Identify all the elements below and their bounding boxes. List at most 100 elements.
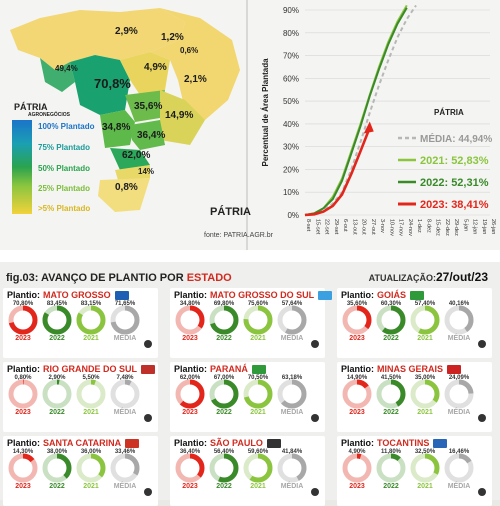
donut-year-label: 2023 <box>182 335 198 342</box>
donut-value: 60,30% <box>380 301 402 307</box>
plantio-label: Plantio: <box>174 290 207 300</box>
donut-fill <box>243 379 273 409</box>
donut-fill <box>243 305 273 335</box>
map-region-mato-grosso <box>70 55 130 115</box>
donut-track <box>8 379 38 409</box>
donut-year-label: 2021 <box>83 335 99 342</box>
state-name: MATO GROSSO DO SUL <box>210 290 315 300</box>
donut-value: 36,00% <box>80 449 102 455</box>
donut-2021 <box>243 305 273 335</box>
x-tick-label: 12-jan <box>472 219 478 234</box>
x-tick-label: 17-nov <box>398 219 404 236</box>
state-card: Plantio: MATO GROSSO DO SUL 34,80% 2023 69,8… <box>170 288 333 358</box>
state-flag-icon <box>251 365 266 375</box>
brand-mini-icon <box>478 414 486 422</box>
donut-2022 <box>376 453 406 483</box>
legend-label: 2023: 38,41% <box>420 199 489 211</box>
update-prefix: ATUALIZAÇÃO: <box>368 273 436 283</box>
y-tick-label: 10% <box>283 188 299 197</box>
donut-2023 <box>342 305 372 335</box>
donut-value: 70,50% <box>247 375 269 381</box>
donut-média <box>110 305 140 335</box>
map-label-sp: 36,4% <box>137 130 166 141</box>
legend-item-75: 75% Plantado <box>38 143 91 152</box>
donut-year-label: 2023 <box>349 483 365 490</box>
brand-mini-icon <box>311 340 319 348</box>
series-line-media <box>304 4 417 216</box>
x-tick-label: 8-dez <box>425 219 431 233</box>
state-name: TOCANTINS <box>377 438 430 448</box>
donut-year-label: MÉDIA <box>113 409 137 416</box>
x-tick-label: 19-jan <box>481 219 487 234</box>
donut-2022 <box>209 379 239 409</box>
state-name: MINAS GERAIS <box>377 364 444 374</box>
map-region-rs <box>98 178 150 212</box>
donut-year-label: 2022 <box>216 483 232 490</box>
donut-2022 <box>42 379 72 409</box>
donut-fill <box>376 305 406 335</box>
donut-média <box>277 305 307 335</box>
donut-fill <box>209 305 239 335</box>
donut-2023 <box>8 453 38 483</box>
map-label-ba: 2,1% <box>184 74 207 85</box>
donut-year-label: 2021 <box>417 483 433 490</box>
donut-year-label: 2022 <box>216 335 232 342</box>
x-tick-label: 15-dez <box>435 219 441 236</box>
state-card: Plantio: PARANÁ 62,00% 2023 67,00% 2022 70,50%… <box>170 362 325 432</box>
state-flag-icon <box>433 439 448 449</box>
donut-year-label: MÉDIA <box>113 483 137 490</box>
state-card-title: Plantio: SÃO PAULO <box>174 438 281 449</box>
donut-fill <box>444 453 474 483</box>
arrow-2023-icon <box>363 121 374 134</box>
x-tick-label: 13-out <box>351 219 357 235</box>
donut-2023 <box>175 453 205 483</box>
donut-value: 41,84% <box>281 449 303 455</box>
y-tick-label: 30% <box>283 143 299 152</box>
donut-value: 83,15% <box>80 301 102 307</box>
state-card-title: Plantio: SANTA CATARINA <box>7 438 140 449</box>
state-name: MATO GROSSO <box>43 290 111 300</box>
donut-fill <box>175 379 205 409</box>
map-label-ms: 34,8% <box>102 122 131 133</box>
state-card-title: Plantio: RIO GRANDE DO SUL <box>7 364 156 375</box>
state-card-title: Plantio: MINAS GERAIS <box>341 364 462 375</box>
state-name: RIO GRANDE DO SUL <box>43 364 138 374</box>
donut-value: 38,00% <box>46 449 68 455</box>
map-label-pa: 1,2% <box>161 32 184 43</box>
donut-fill <box>110 453 140 483</box>
donut-year-label: 2021 <box>250 335 266 342</box>
map-label-mg: 14,9% <box>165 110 194 121</box>
donut-year-label: 2022 <box>49 483 65 490</box>
donut-track <box>342 453 372 483</box>
legend-item-5: >5% Plantado <box>38 204 91 213</box>
donut-fill <box>243 453 273 483</box>
figure-main: AVANÇO DE PLANTIO POR <box>41 272 187 284</box>
state-card-title: Plantio: TOCANTINS <box>341 438 448 449</box>
donut-year-label: 2023 <box>182 409 198 416</box>
x-tick-label: 8-set <box>305 219 311 232</box>
x-tick-label: 29-set <box>333 219 339 235</box>
donut-2022 <box>376 379 406 409</box>
donut-fill <box>110 305 140 335</box>
plantio-label: Plantio: <box>174 364 207 374</box>
donut-fill <box>444 305 474 335</box>
donut-value: 57,40% <box>414 301 436 307</box>
y-tick-label: 60% <box>283 74 299 83</box>
donut-2021 <box>76 305 106 335</box>
donut-fill <box>76 379 106 409</box>
donut-fill <box>76 453 106 483</box>
legend-item-100: 100% Plantado <box>38 122 95 131</box>
x-tick-label: 15-set <box>314 219 320 235</box>
map-region-minas <box>160 90 205 145</box>
donut-value: 36,40% <box>179 449 201 455</box>
map-label-am: 2,9% <box>115 26 138 37</box>
brand-sub: AGRONEGÓCIOS <box>28 112 70 118</box>
state-card: Plantio: SANTA CATARINA 14,30% 2023 38,00% 20… <box>3 436 158 506</box>
map-region-goias <box>125 90 165 122</box>
donut-value: 63,18% <box>281 375 303 381</box>
state-name: GOIÁS <box>377 290 407 300</box>
y-tick-label: 90% <box>283 6 299 15</box>
state-card-title: Plantio: PARANÁ <box>174 364 266 375</box>
donut-fill <box>42 453 72 483</box>
donut-year-label: 2023 <box>182 483 198 490</box>
